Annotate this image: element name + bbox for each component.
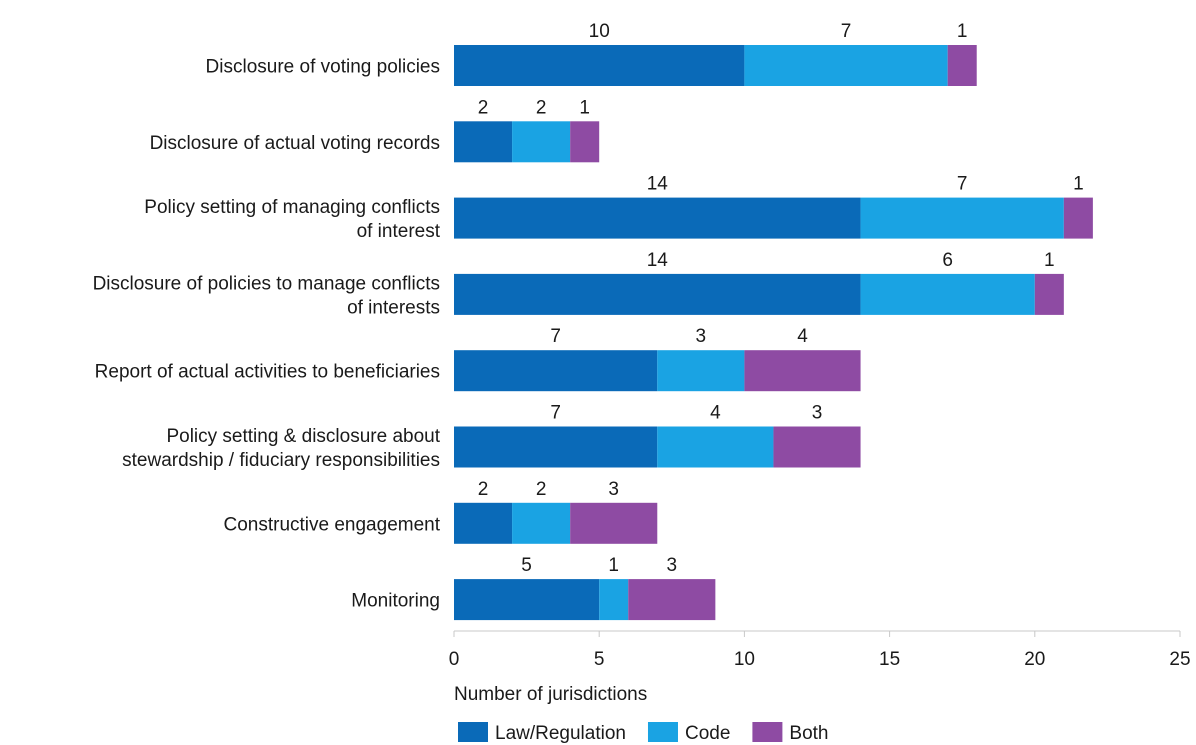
bar-segment-code	[512, 121, 571, 163]
x-axis-title: Number of jurisdictions	[454, 684, 647, 705]
category-labels-layer: Disclosure of voting policies Disclosure …	[93, 57, 441, 612]
bar-segment-law-regulation	[454, 502, 513, 544]
legend-label: Law/Regulation	[495, 723, 626, 744]
legend-swatch	[647, 722, 678, 742]
x-tick-label: 15	[879, 649, 900, 670]
bar-segment-both	[628, 579, 716, 621]
category-label: Report of actual activities to beneficia…	[95, 362, 440, 383]
x-tick-label: 20	[1024, 649, 1045, 670]
category-label: Disclosure of policies to manage conflic…	[93, 273, 440, 318]
bar-segment-both	[570, 121, 600, 163]
data-label: 14	[647, 174, 669, 195]
bar-segment-code	[744, 45, 948, 86]
legend-label: Both	[789, 723, 828, 744]
bars-layer	[454, 45, 1093, 621]
data-label: 3	[696, 326, 707, 347]
data-label: 3	[812, 403, 823, 424]
data-label: 1	[579, 97, 590, 118]
data-label: 1	[957, 21, 968, 42]
data-label: 4	[710, 403, 721, 424]
data-label: 5	[521, 555, 532, 576]
data-label: 7	[957, 174, 968, 195]
bar-segment-code	[512, 502, 571, 544]
bar-segment-law-regulation	[454, 426, 658, 468]
category-label: Monitoring	[351, 591, 440, 612]
data-label: 1	[608, 555, 619, 576]
data-label: 4	[797, 326, 808, 347]
data-label: 1	[1073, 174, 1084, 195]
bar-segment-code	[657, 426, 774, 468]
bar-segment-both	[947, 45, 977, 86]
bar-segment-both	[570, 502, 658, 544]
bar-segment-code	[599, 579, 629, 621]
data-label: 10	[589, 21, 610, 42]
bar-segment-both	[1063, 197, 1093, 239]
bar-segment-law-regulation	[454, 197, 861, 239]
x-tick-label: 25	[1169, 649, 1190, 670]
data-label: 7	[550, 403, 561, 424]
data-label: 2	[536, 97, 547, 118]
data-label: 2	[478, 97, 489, 118]
data-label: 1	[1044, 250, 1055, 271]
x-tick-label: 0	[449, 649, 460, 670]
bar-segment-code	[860, 273, 1035, 315]
bar-segment-law-regulation	[454, 350, 658, 392]
category-label: Disclosure of voting policies	[206, 57, 440, 78]
data-label: 2	[536, 479, 547, 500]
bar-segment-law-regulation	[454, 273, 861, 315]
legend: Law/Regulation Code Both	[458, 722, 829, 744]
category-label: Policy setting of managing conflicts of i…	[144, 197, 440, 242]
data-label: 3	[608, 479, 619, 500]
data-label: 7	[841, 21, 852, 42]
data-label: 14	[647, 250, 669, 271]
data-label: 2	[478, 479, 489, 500]
category-label: Policy setting & disclosure about steward…	[122, 426, 441, 471]
bar-segment-law-regulation	[454, 579, 600, 621]
bar-segment-both	[744, 350, 861, 392]
value-labels-layer: 10 7 12 2 114 7 114 6 17 3 47 4 32 2 35 1 3	[478, 21, 1084, 576]
bar-segment-code	[860, 197, 1064, 239]
bar-segment-law-regulation	[454, 45, 745, 86]
bar-segment-code	[657, 350, 745, 392]
legend-label: Code	[685, 723, 730, 744]
legend-swatch	[458, 722, 488, 742]
x-axis: 0 5 10 15 20 25	[449, 630, 1191, 670]
bar-segment-both	[773, 426, 861, 468]
bar-segment-both	[1034, 273, 1064, 315]
data-label: 6	[942, 250, 953, 271]
bar-segment-law-regulation	[454, 121, 513, 163]
legend-swatch	[752, 722, 783, 742]
x-tick-label: 10	[734, 649, 755, 670]
category-label: Constructive engagement	[223, 514, 440, 535]
category-label: Disclosure of actual voting records	[150, 133, 440, 154]
data-label: 7	[550, 326, 561, 347]
x-tick-label: 5	[594, 649, 605, 670]
data-label: 3	[667, 555, 678, 576]
